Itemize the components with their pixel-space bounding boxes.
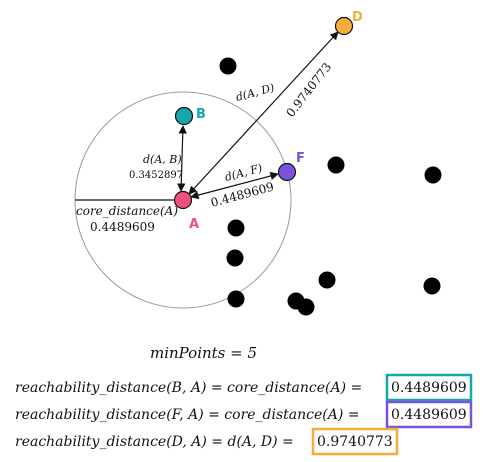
formula-row-b: reachability_distance(B, A) = core_dista… bbox=[15, 373, 473, 402]
noise-points bbox=[219, 57, 442, 316]
arrow-a-d bbox=[188, 31, 339, 195]
noise-point bbox=[423, 277, 441, 295]
formula-b-value: 0.4489609 bbox=[391, 380, 467, 396]
formula-f-value-box bbox=[385, 400, 473, 429]
point-b bbox=[174, 106, 194, 126]
formula-d-value-box bbox=[311, 427, 399, 456]
point-d bbox=[334, 16, 354, 36]
point-d-label: D bbox=[352, 10, 363, 25]
formula-f-text: reachability_distance(F, A) = core_dista… bbox=[15, 407, 360, 423]
formula-f-value: 0.4489609 bbox=[391, 407, 467, 423]
formula-d-text: reachability_distance(D, A) = d(A, D) = bbox=[15, 434, 294, 450]
point-f-label: F bbox=[296, 151, 305, 166]
noise-point bbox=[318, 271, 336, 289]
point-f bbox=[277, 162, 297, 182]
distance-a-d-label: d(A, D) bbox=[234, 81, 275, 104]
formula-row-d: reachability_distance(D, A) = d(A, D) = … bbox=[15, 427, 399, 456]
core-distance-value: 0.4489609 bbox=[90, 220, 155, 234]
noise-point bbox=[297, 298, 315, 316]
formula-b-value-box bbox=[385, 373, 473, 402]
noise-point bbox=[327, 156, 345, 174]
point-a bbox=[173, 190, 193, 210]
distance-a-f-value: 0.4489609 bbox=[209, 180, 275, 210]
noise-point bbox=[226, 249, 244, 267]
noise-point bbox=[219, 57, 237, 75]
core-distance-label: core_distance(A) bbox=[76, 204, 178, 218]
formula-row-f: reachability_distance(F, A) = core_dista… bbox=[15, 400, 473, 429]
point-b-label: B bbox=[196, 107, 206, 122]
formula-b-text: reachability_distance(B, A) = core_dista… bbox=[15, 380, 362, 396]
noise-point bbox=[227, 219, 245, 237]
point-a-label: A bbox=[189, 217, 199, 232]
distance-a-f-label: d(A, F) bbox=[223, 161, 263, 183]
noise-point bbox=[227, 290, 245, 308]
distance-a-d-value: 0.9740773 bbox=[283, 60, 334, 120]
formula-d-value: 0.9740773 bbox=[317, 434, 393, 450]
noise-point bbox=[424, 166, 442, 184]
distance-a-b-value: 0.3452897 bbox=[129, 170, 183, 181]
arrow-a-b bbox=[177, 125, 187, 192]
min-points-label: minPoints = 5 bbox=[150, 344, 257, 362]
distance-a-b-label: d(A, B) bbox=[143, 153, 182, 166]
